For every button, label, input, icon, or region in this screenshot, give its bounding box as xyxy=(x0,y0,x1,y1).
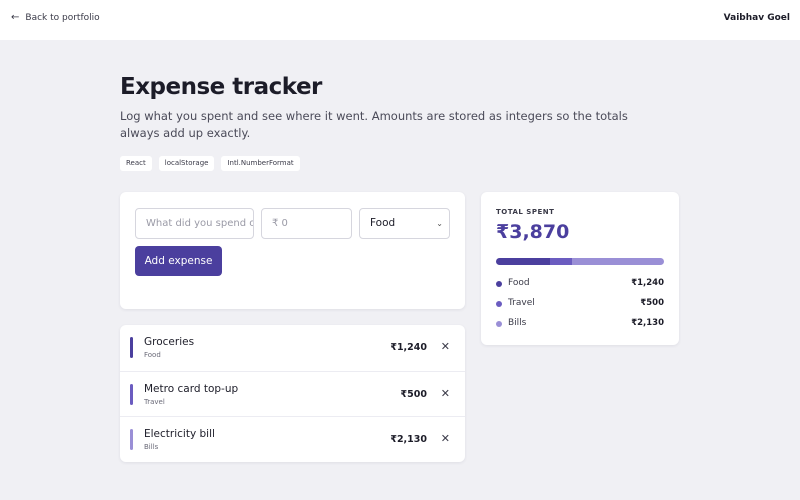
category-color-bar xyxy=(130,337,133,358)
total-summary-card: TOTAL SPENT ₹3,870 Food ₹1,240 Travel ₹5… xyxy=(481,192,679,345)
expense-category: Food xyxy=(144,351,161,359)
author-name: Vaibhav Goel xyxy=(723,13,790,23)
expense-name: Metro card top-up xyxy=(144,383,239,395)
tech-tags: React localStorage Intl.NumberFormat xyxy=(120,156,300,171)
close-icon[interactable]: ✕ xyxy=(440,340,450,353)
chevron-down-icon: ⌄ xyxy=(436,219,443,228)
category-color-bar xyxy=(130,384,133,405)
amount-input[interactable]: ₹ 0 xyxy=(261,208,352,239)
expense-category: Travel xyxy=(144,398,165,406)
list-item: Electricity bill Bills ₹2,130 ✕ xyxy=(120,416,465,462)
back-to-portfolio-link[interactable]: ← Back to portfolio xyxy=(11,12,100,24)
expense-name: Groceries xyxy=(144,336,195,348)
description-input[interactable]: What did you spend on? xyxy=(135,208,254,239)
expense-amount: ₹1,240 xyxy=(390,342,427,353)
category-select-value: Food xyxy=(370,217,396,229)
legend-dot xyxy=(496,301,502,307)
stacked-bar-segment xyxy=(549,258,572,265)
category-legend: Food ₹1,240 Travel ₹500 Bills ₹2,130 xyxy=(496,278,664,338)
expense-category: Bills xyxy=(144,443,159,451)
list-item: Metro card top-up Travel ₹500 ✕ xyxy=(120,371,465,417)
tag: Intl.NumberFormat xyxy=(221,156,300,171)
legend-label: Travel xyxy=(508,298,535,308)
legend-item: Bills ₹2,130 xyxy=(496,318,664,338)
arrow-left-icon: ← xyxy=(11,12,20,23)
stacked-bar-segment xyxy=(496,258,550,265)
expense-amount: ₹500 xyxy=(400,389,427,400)
add-expense-button[interactable]: Add expense xyxy=(135,246,222,276)
page-title: Expense tracker xyxy=(120,74,322,100)
category-color-bar xyxy=(130,429,133,450)
legend-label: Bills xyxy=(508,318,527,328)
back-link-label: Back to portfolio xyxy=(25,13,100,23)
legend-label: Food xyxy=(508,278,530,288)
expense-name: Electricity bill xyxy=(144,428,215,440)
tag: localStorage xyxy=(158,156,215,171)
legend-amount: ₹2,130 xyxy=(631,318,664,328)
close-icon[interactable]: ✕ xyxy=(440,387,450,400)
tag: React xyxy=(120,156,152,171)
top-bar: ← Back to portfolio Vaibhav Goel xyxy=(0,0,800,40)
stacked-bar-segment xyxy=(571,258,664,265)
list-item: Groceries Food ₹1,240 ✕ xyxy=(120,325,465,371)
legend-item: Travel ₹500 xyxy=(496,298,664,318)
legend-amount: ₹1,240 xyxy=(631,278,664,288)
close-icon[interactable]: ✕ xyxy=(440,432,450,445)
page-subtitle: Log what you spent and see where it went… xyxy=(120,109,628,140)
legend-dot xyxy=(496,321,502,327)
category-select[interactable]: Food ⌄ xyxy=(359,208,450,239)
total-label: TOTAL SPENT xyxy=(496,208,555,216)
legend-dot xyxy=(496,281,502,287)
add-expense-form: What did you spend on? ₹ 0 Food ⌄ Add ex… xyxy=(120,192,465,309)
expense-amount: ₹2,130 xyxy=(390,434,427,445)
category-stacked-bar xyxy=(496,258,664,265)
total-value: ₹3,870 xyxy=(496,221,570,243)
expense-list: Groceries Food ₹1,240 ✕ Metro card top-u… xyxy=(120,325,465,462)
legend-item: Food ₹1,240 xyxy=(496,278,664,298)
legend-amount: ₹500 xyxy=(640,298,664,308)
